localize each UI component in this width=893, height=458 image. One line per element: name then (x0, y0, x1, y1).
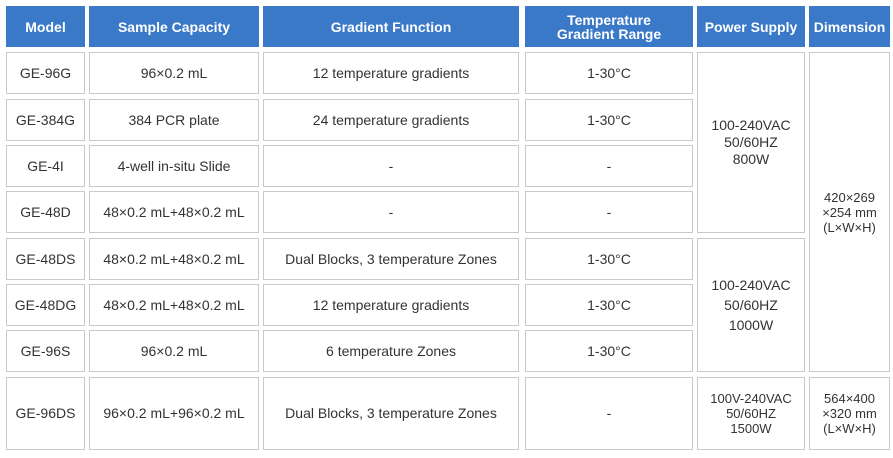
header-dimension: Dimension (809, 6, 890, 47)
cell-model: GE-96S (6, 330, 85, 372)
cell-power-supply: 100-240VAC 50/60HZ 800W (697, 52, 805, 233)
cell-sample-capacity: 96×0.2 mL (89, 52, 259, 94)
cell-gradient-range: - (525, 191, 693, 233)
cell-gradient-range: - (525, 145, 693, 187)
header-gradient-function: Gradient Function (263, 6, 519, 47)
cell-sample-capacity: 48×0.2 mL+48×0.2 mL (89, 191, 259, 233)
cell-model: GE-4I (6, 145, 85, 187)
cell-gradient-function: 24 temperature gradients (263, 99, 519, 141)
cell-gradient-range: 1-30°C (525, 330, 693, 372)
cell-gradient-function: - (263, 191, 519, 233)
cell-dimension: 564×400 ×320 mm (L×W×H) (809, 377, 890, 450)
cell-gradient-range: 1-30°C (525, 238, 693, 280)
cell-model: GE-96G (6, 52, 85, 94)
cell-gradient-range: - (525, 377, 693, 450)
header-power-supply: Power Supply (697, 6, 805, 47)
cell-gradient-function: Dual Blocks, 3 temperature Zones (263, 238, 519, 280)
cell-sample-capacity: 384 PCR plate (89, 99, 259, 141)
cell-model: GE-48D (6, 191, 85, 233)
cell-model: GE-48DG (6, 284, 85, 326)
cell-model: GE-96DS (6, 377, 85, 450)
header-temperature-gradient-range: Temperature Gradient Range (525, 6, 693, 47)
cell-sample-capacity: 48×0.2 mL+48×0.2 mL (89, 284, 259, 326)
cell-dimension: 420×269 ×254 mm (L×W×H) (809, 52, 890, 372)
cell-gradient-function: 12 temperature gradients (263, 284, 519, 326)
cell-sample-capacity: 96×0.2 mL+96×0.2 mL (89, 377, 259, 450)
cell-gradient-range: 1-30°C (525, 99, 693, 141)
cell-sample-capacity: 96×0.2 mL (89, 330, 259, 372)
cell-model: GE-384G (6, 99, 85, 141)
cell-gradient-function: Dual Blocks, 3 temperature Zones (263, 377, 519, 450)
cell-sample-capacity: 4-well in-situ Slide (89, 145, 259, 187)
cell-gradient-range: 1-30°C (525, 284, 693, 326)
cell-gradient-function: 6 temperature Zones (263, 330, 519, 372)
cell-gradient-function: - (263, 145, 519, 187)
cell-power-supply: 100V-240VAC 50/60HZ 1500W (697, 377, 805, 450)
cell-gradient-range: 1-30°C (525, 52, 693, 94)
cell-model: GE-48DS (6, 238, 85, 280)
header-model: Model (6, 6, 85, 47)
cell-power-supply: 100-240VAC 50/60HZ 1000W (697, 238, 805, 372)
cell-sample-capacity: 48×0.2 mL+48×0.2 mL (89, 238, 259, 280)
cell-gradient-function: 12 temperature gradients (263, 52, 519, 94)
header-sample-capacity: Sample Capacity (89, 6, 259, 47)
